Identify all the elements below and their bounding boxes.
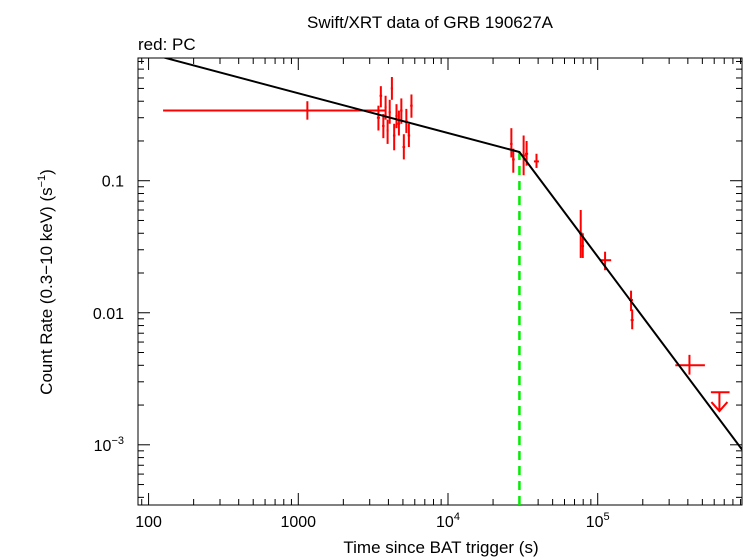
- y-tick-label: 0.1: [102, 174, 124, 191]
- x-tick-label: 105: [586, 511, 610, 531]
- upper-limit: [710, 391, 730, 413]
- data-point: [512, 148, 515, 173]
- x-tick-label-exp: 5: [604, 511, 610, 523]
- plot-content: [162, 58, 742, 505]
- x-tick-label: 100: [135, 514, 162, 531]
- upper-limit-arrowhead: [710, 401, 729, 413]
- y-tick-label: 0.01: [93, 306, 124, 323]
- x-tick-label-exp: 4: [454, 511, 460, 523]
- data-point: [402, 134, 406, 160]
- chart-title: Swift/XRT data of GRB 190627A: [307, 13, 554, 32]
- data-point: [630, 309, 634, 330]
- x-axis-label: Time since BAT trigger (s): [343, 538, 538, 557]
- y-tick-label-exp: −3: [111, 435, 124, 447]
- data-point: [388, 99, 391, 124]
- x-tick-label: 1000: [280, 514, 316, 531]
- data-point: [392, 123, 396, 151]
- y-tick-label-base: 10: [94, 438, 112, 455]
- data-point: [400, 98, 403, 124]
- data-point: [397, 110, 401, 136]
- y-tick-label: 10−3: [94, 435, 124, 455]
- data-point: [395, 104, 398, 129]
- data-point: [407, 123, 411, 148]
- x-tick-label: 104: [436, 511, 460, 531]
- data-point: [533, 153, 539, 168]
- y-axis-label-sup: −1: [36, 175, 48, 188]
- data-point: [510, 128, 513, 158]
- data-point: [390, 77, 393, 100]
- y-axis-label-main: Count Rate (0.3−10 keV) (s: [37, 187, 56, 394]
- data-point: [410, 94, 413, 118]
- data-point: [675, 354, 705, 375]
- plot-frame: [137, 57, 743, 506]
- model-fit-line: [162, 58, 742, 451]
- data-point: [376, 105, 380, 131]
- data-point: [382, 114, 385, 139]
- x-tick-label-base: 10: [436, 514, 454, 531]
- y-axis-label-close: ): [37, 169, 56, 175]
- x-tick-label-base: 10: [586, 514, 604, 531]
- data-point: [386, 119, 389, 144]
- data-point: [379, 86, 383, 108]
- data-point: [163, 101, 386, 120]
- chart-subtitle: red: PC: [138, 35, 196, 54]
- y-axis-label: Count Rate (0.3−10 keV) (s−1): [36, 169, 56, 395]
